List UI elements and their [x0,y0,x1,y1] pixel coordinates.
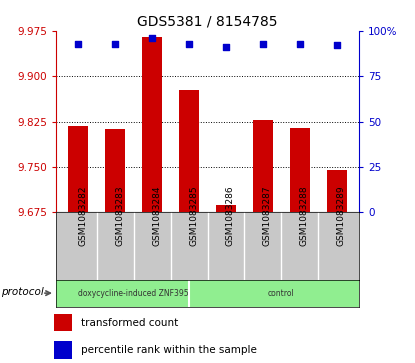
Text: GSM1083283: GSM1083283 [115,185,124,246]
Bar [216,205,236,212]
Text: GSM1083286: GSM1083286 [226,185,235,246]
Text: transformed count: transformed count [81,318,178,328]
Bar [253,120,273,212]
Text: doxycycline-induced ZNF395: doxycycline-induced ZNF395 [78,289,189,298]
Text: GSM1083282: GSM1083282 [78,185,87,246]
Text: control: control [268,289,295,298]
Point [149,35,155,41]
Text: GSM1083285: GSM1083285 [189,185,198,246]
Bar [290,128,310,212]
Text: GSM1083284: GSM1083284 [152,185,161,246]
Bar [54,341,72,359]
Bar [68,126,88,212]
Point [297,41,303,46]
Bar [54,314,72,331]
Text: GSM1083287: GSM1083287 [263,185,272,246]
Title: GDS5381 / 8154785: GDS5381 / 8154785 [137,14,278,28]
Bar [142,37,162,212]
Bar [327,170,347,212]
Point [75,41,81,46]
Bar [105,130,125,212]
Text: percentile rank within the sample: percentile rank within the sample [81,345,257,355]
Text: protocol: protocol [1,287,44,297]
Text: GSM1083288: GSM1083288 [300,185,309,246]
Point [334,42,340,48]
Text: GSM1083289: GSM1083289 [337,185,346,246]
Point [260,41,266,46]
Bar [179,90,199,212]
Point [186,41,192,46]
Point [223,44,229,50]
Point [112,41,118,46]
